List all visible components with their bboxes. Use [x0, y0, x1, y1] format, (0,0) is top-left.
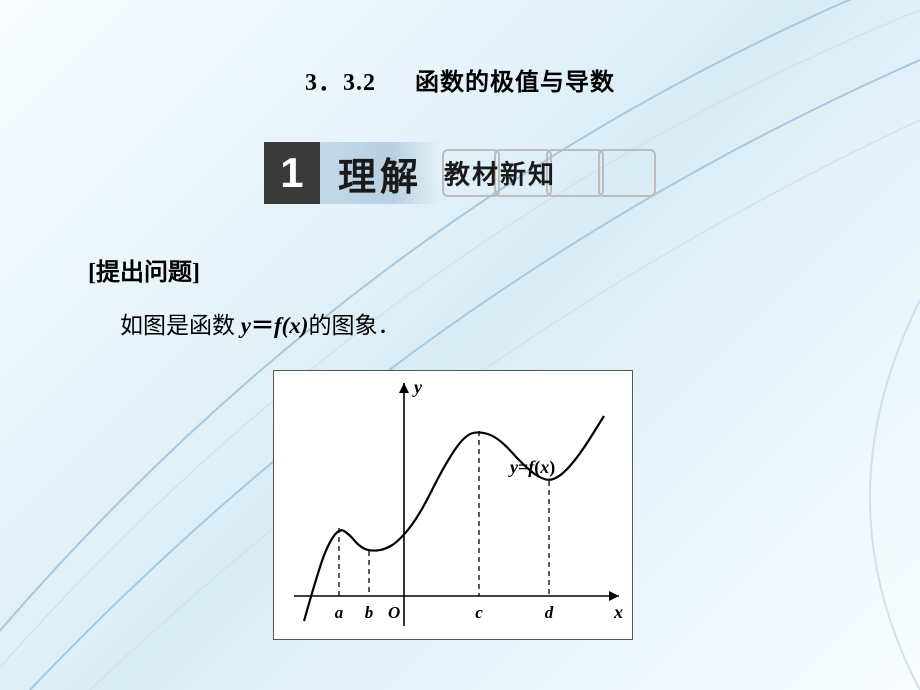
section-name: 函数的极值与导数 — [415, 70, 615, 96]
svg-text:y: y — [412, 377, 423, 397]
formula-eq: ＝ — [251, 313, 274, 338]
banner-sub-wrap: 教材新知 — [440, 142, 656, 204]
svg-text:x: x — [613, 602, 623, 622]
section-number: 3．3.2 — [305, 70, 376, 96]
question-suffix: 的图象． — [308, 313, 400, 338]
question-label: [提出问题] — [88, 252, 200, 287]
svg-text:a: a — [335, 603, 344, 622]
banner-main-text: 理解 — [320, 142, 440, 204]
section-title: 3．3.2 函数的极值与导数 — [0, 62, 920, 97]
banner-number-box: 1 — [264, 142, 320, 204]
formula-y: y — [241, 313, 251, 338]
svg-text:y=f(x): y=f(x) — [508, 457, 555, 478]
svg-text:O: O — [388, 603, 400, 622]
function-graph: a b c d Oy x y=f(x) — [273, 370, 633, 640]
banner-number: 1 — [280, 149, 303, 197]
banner-sub-text: 教材新知 — [444, 155, 556, 192]
formula-fx: f(x) — [274, 313, 308, 338]
svg-text:b: b — [365, 603, 374, 622]
banner-wave-box-4 — [598, 149, 656, 197]
svg-text:c: c — [475, 603, 483, 622]
question-text: 如图是函数 y＝f(x)的图象． — [120, 306, 400, 340]
svg-text:d: d — [545, 603, 554, 622]
question-prefix: 如图是函数 — [120, 313, 241, 338]
understand-banner: 1 理解 教材新知 — [264, 142, 656, 204]
